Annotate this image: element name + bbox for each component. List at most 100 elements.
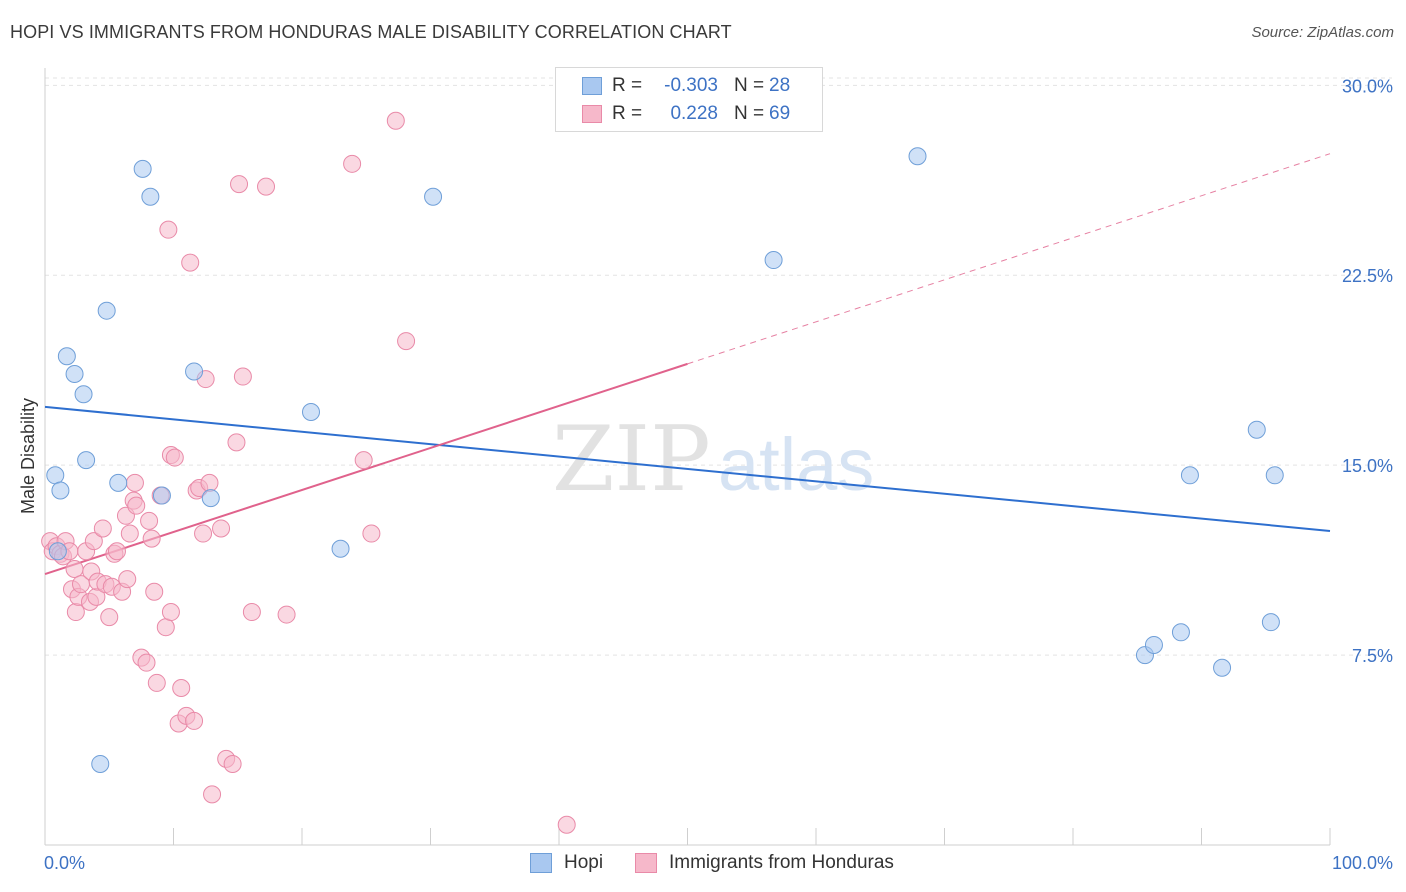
hopi-point bbox=[57, 347, 76, 366]
correlation-legend: R = -0.303 N = 28 R = 0.228 N = 69 bbox=[555, 67, 823, 132]
y-tick-label: 15.0% bbox=[1342, 456, 1393, 476]
hopi-point bbox=[77, 451, 96, 470]
watermark-atlas: atlas bbox=[718, 423, 874, 506]
honduras-point bbox=[161, 603, 180, 622]
x-tick-label-max: 100.0% bbox=[1332, 853, 1393, 873]
hopi-point bbox=[74, 385, 93, 404]
hopi-point bbox=[97, 301, 116, 320]
honduras-point bbox=[107, 542, 126, 561]
honduras-point bbox=[257, 177, 276, 196]
hopi-point bbox=[91, 754, 110, 773]
series-label-hopi: Hopi bbox=[564, 852, 604, 873]
hopi-point bbox=[908, 147, 927, 166]
honduras-point bbox=[127, 496, 146, 515]
honduras-point bbox=[233, 367, 252, 386]
hopi-point bbox=[424, 187, 443, 206]
y-tick-label: 30.0% bbox=[1342, 76, 1393, 96]
hopi-point bbox=[764, 251, 783, 270]
honduras-point bbox=[147, 673, 166, 692]
honduras-point bbox=[137, 653, 156, 672]
series-swatch-hopi bbox=[530, 853, 552, 873]
hopi-point bbox=[109, 473, 128, 492]
honduras-point bbox=[125, 473, 144, 492]
watermark: ZIP atlas bbox=[552, 407, 874, 512]
honduras-point bbox=[142, 529, 161, 548]
legend-r-label: R = bbox=[612, 103, 643, 124]
honduras-point bbox=[100, 608, 119, 627]
hopi-point bbox=[201, 489, 220, 508]
honduras-point bbox=[354, 451, 373, 470]
legend-n-label: N = bbox=[734, 75, 765, 96]
honduras-point bbox=[343, 154, 362, 173]
hopi-point bbox=[65, 365, 84, 383]
honduras-point bbox=[362, 524, 381, 543]
legend-swatch-hopi bbox=[582, 77, 602, 95]
hopi-point bbox=[1261, 613, 1280, 632]
hopi-point bbox=[331, 539, 350, 558]
legend-swatch-honduras bbox=[582, 105, 602, 123]
y-tick-label: 7.5% bbox=[1352, 646, 1393, 666]
hopi-point bbox=[1247, 420, 1266, 439]
honduras-point bbox=[120, 524, 139, 543]
hopi-point bbox=[301, 402, 320, 421]
series-swatch-honduras bbox=[635, 853, 657, 873]
legend-row-honduras: R = 0.228 N = 69 bbox=[556, 101, 822, 129]
honduras-point bbox=[159, 220, 178, 239]
honduras-point bbox=[212, 519, 231, 538]
hopi-point bbox=[1213, 658, 1232, 677]
honduras-point bbox=[172, 679, 191, 697]
legend-n-value-honduras: 69 bbox=[769, 103, 791, 124]
chart-title: HOPI VS IMMIGRANTS FROM HONDURAS MALE DI… bbox=[10, 22, 732, 42]
x-tick-label-min: 0.0% bbox=[44, 853, 85, 873]
honduras-point bbox=[156, 618, 175, 637]
honduras-point bbox=[200, 473, 219, 492]
honduras-point bbox=[242, 603, 261, 622]
honduras-point bbox=[227, 433, 246, 452]
honduras-point bbox=[386, 111, 405, 130]
hopi-point bbox=[1144, 635, 1163, 654]
hopi-point bbox=[48, 542, 67, 561]
series-label-honduras: Immigrants from Honduras bbox=[669, 852, 894, 873]
legend-r-value-hopi: -0.303 bbox=[664, 75, 718, 96]
trend-line-dashed-1 bbox=[687, 153, 1331, 365]
honduras-point bbox=[194, 524, 213, 543]
legend-n-label: N = bbox=[734, 103, 765, 124]
legend-n-value-hopi: 28 bbox=[769, 75, 791, 96]
hopi-point bbox=[46, 466, 65, 485]
hopi-point bbox=[1265, 466, 1284, 485]
hopi-point bbox=[51, 481, 70, 500]
hopi-point bbox=[141, 187, 160, 206]
hopi-point bbox=[1180, 466, 1199, 485]
data-points bbox=[41, 111, 1284, 834]
legend-row-hopi: R = -0.303 N = 28 bbox=[556, 73, 822, 101]
honduras-point bbox=[145, 582, 164, 601]
honduras-point bbox=[185, 711, 204, 730]
honduras-point bbox=[397, 332, 416, 351]
honduras-point bbox=[140, 511, 159, 530]
honduras-point bbox=[165, 448, 184, 467]
honduras-point bbox=[223, 754, 242, 773]
honduras-point bbox=[277, 605, 296, 624]
honduras-point bbox=[230, 175, 249, 194]
honduras-point bbox=[203, 785, 222, 804]
legend-r-label: R = bbox=[612, 75, 643, 96]
honduras-point bbox=[93, 519, 112, 538]
honduras-point bbox=[181, 253, 200, 272]
gridlines bbox=[45, 77, 1392, 656]
trend-line-0 bbox=[44, 405, 1331, 532]
honduras-point bbox=[65, 559, 84, 578]
watermark-zip: ZIP bbox=[552, 407, 711, 512]
legend-r-value-honduras: 0.228 bbox=[670, 103, 718, 124]
source-label: Source: ZipAtlas.com bbox=[1251, 24, 1394, 41]
tick-labels: 7.5% 15.0% 22.5% 30.0% 0.0% 100.0% bbox=[44, 76, 1393, 873]
honduras-point bbox=[118, 570, 137, 589]
hopi-point bbox=[1171, 623, 1190, 642]
axes bbox=[44, 68, 1331, 846]
honduras-point bbox=[557, 815, 576, 834]
honduras-point bbox=[66, 603, 85, 622]
hopi-point bbox=[185, 362, 204, 381]
y-tick-label: 22.5% bbox=[1342, 266, 1393, 286]
honduras-point bbox=[84, 532, 103, 551]
y-axis-label: Male Disability bbox=[18, 398, 38, 514]
